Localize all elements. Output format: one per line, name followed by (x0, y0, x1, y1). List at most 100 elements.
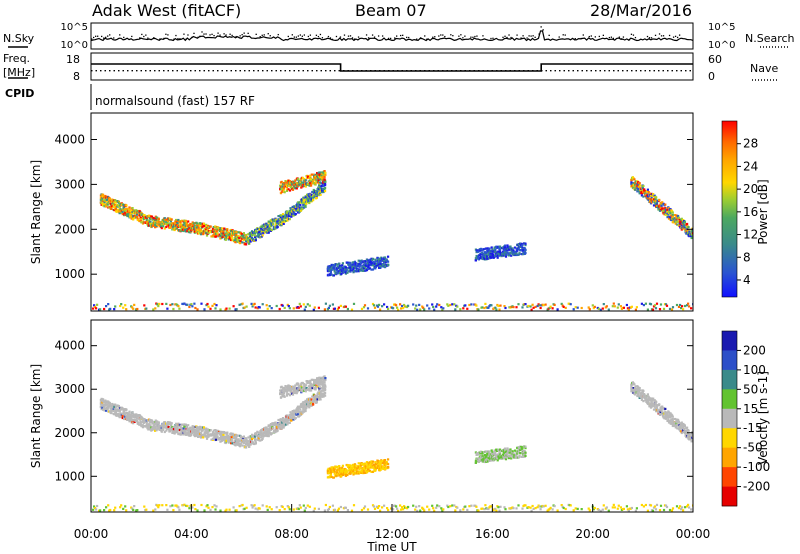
heatmap-cell (305, 182, 308, 185)
heatmap-cell (630, 183, 633, 186)
heatmap-cell (485, 253, 488, 256)
heatmap-cell (503, 305, 506, 308)
heatmap-cell (632, 177, 635, 180)
heatmap-cell (143, 418, 146, 421)
heatmap-cell (178, 225, 181, 228)
heatmap-cell (503, 249, 506, 253)
heatmap-cell (363, 266, 366, 269)
heatmap-cell (315, 385, 318, 388)
heatmap-cell (449, 303, 452, 307)
nsearch-point (213, 34, 215, 37)
heatmap-cell (495, 245, 498, 248)
nsearch-point (349, 35, 352, 37)
heatmap-cell (329, 271, 332, 274)
heatmap-cell (293, 205, 296, 208)
heatmap-cell (664, 203, 667, 206)
heatmap-cell (368, 261, 372, 264)
heatmap-cell (275, 219, 278, 222)
heatmap-cell (560, 302, 563, 305)
heatmap-cell (324, 171, 327, 174)
heatmap-cell (143, 221, 146, 224)
heatmap-cell (295, 209, 298, 212)
heatmap-cell (322, 381, 325, 384)
heatmap-cell (320, 379, 323, 382)
heatmap-cell (521, 306, 524, 309)
heatmap-cell (649, 197, 653, 201)
heatmap-cell (303, 308, 306, 311)
nsearch-point (103, 37, 105, 39)
heatmap-cell (312, 180, 315, 183)
heatmap-cell (313, 194, 316, 198)
heatmap-cell (256, 438, 259, 441)
heatmap-cell (309, 176, 312, 179)
heatmap-cell (538, 304, 541, 307)
heatmap-cell (335, 465, 338, 468)
nsearch-point (532, 35, 534, 37)
heatmap-cell (374, 462, 378, 466)
heatmap-cell (122, 207, 125, 210)
heatmap-cell (263, 427, 266, 430)
heatmap-cell (237, 234, 240, 238)
heatmap-cell (293, 181, 296, 184)
heatmap-cell (268, 305, 271, 308)
heatmap-cell (352, 463, 355, 466)
heatmap-cell (323, 176, 326, 179)
heatmap-cell (180, 433, 183, 436)
heatmap-cell (189, 426, 192, 429)
heatmap-cell (687, 226, 690, 229)
heatmap-cell (245, 437, 248, 440)
heatmap-cell (354, 464, 357, 467)
heatmap-cell (309, 386, 312, 390)
heatmap-cell (154, 427, 157, 430)
heatmap-cell (101, 202, 104, 205)
heatmap-cell (688, 230, 691, 233)
heatmap-cell (127, 212, 130, 216)
heatmap-cell (311, 395, 314, 398)
heatmap-cell (480, 450, 483, 453)
heatmap-cell (330, 268, 333, 271)
heatmap-cell (199, 228, 203, 231)
heatmap-cell (152, 218, 155, 221)
heatmap-cell (661, 207, 665, 210)
heatmap-cell (321, 394, 324, 397)
heatmap-cell (196, 222, 199, 225)
heatmap-cell (374, 260, 378, 263)
heatmap-cell (123, 417, 126, 420)
heatmap-cell (183, 219, 186, 222)
heatmap-cell (356, 467, 359, 470)
heatmap-cell (680, 217, 683, 220)
heatmap-cell (497, 304, 500, 308)
heatmap-cell (387, 255, 390, 258)
heatmap-cell (478, 254, 481, 257)
heatmap-cell (145, 307, 148, 310)
heatmap-cell (125, 408, 128, 411)
heatmap-cell (106, 408, 109, 411)
heatmap-cell (282, 426, 285, 429)
heatmap-cell (658, 209, 662, 212)
heatmap-cell (260, 431, 263, 434)
heatmap-cell (195, 230, 198, 233)
nsearch-point (608, 36, 611, 39)
heatmap-cell (205, 232, 208, 235)
heatmap-cell (145, 420, 148, 423)
heatmap-cell (359, 261, 363, 264)
heatmap-cell (378, 264, 381, 268)
nsearch-point (243, 32, 245, 34)
nsearch-point (315, 34, 318, 36)
heatmap-cell (223, 439, 227, 442)
heatmap-cell (129, 209, 133, 213)
heatmap-cell (99, 197, 102, 200)
heatmap-cell (647, 198, 650, 201)
heatmap-cell (101, 197, 104, 200)
heatmap-cell (496, 256, 499, 259)
heatmap-cell (118, 414, 121, 417)
heatmap-cell (227, 441, 230, 444)
heatmap-cell (574, 306, 577, 309)
heatmap-cell (223, 227, 226, 230)
heatmap-cell (288, 209, 291, 212)
heatmap-cell (157, 422, 160, 425)
heatmap-cell (677, 305, 681, 308)
heatmap-cell (295, 392, 298, 395)
heatmap-cell (241, 232, 244, 236)
heatmap-cell (481, 252, 484, 255)
